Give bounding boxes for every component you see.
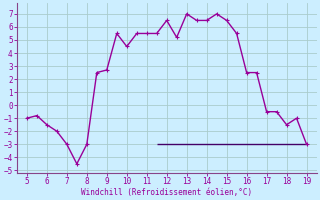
X-axis label: Windchill (Refroidissement éolien,°C): Windchill (Refroidissement éolien,°C) (81, 188, 252, 197)
